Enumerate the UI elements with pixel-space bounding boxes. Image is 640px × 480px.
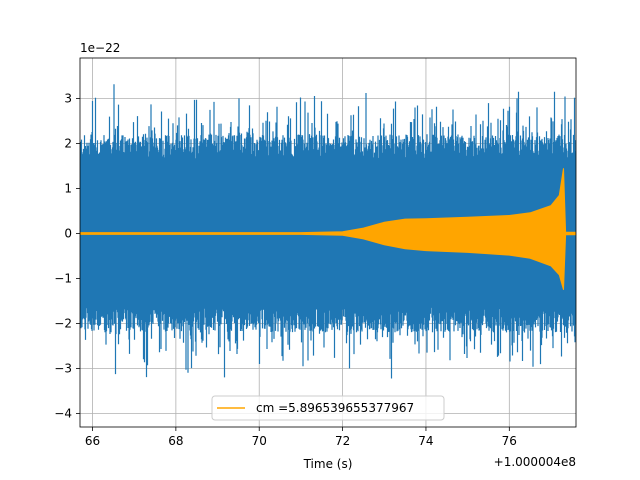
y-tick-label: −2 (54, 317, 72, 331)
y-tick-label: 2 (64, 137, 72, 151)
ticks: 66 68 70 72 74 76 −4 −3 −2 −1 0 1 2 3 (54, 92, 517, 449)
y-tick-label: −4 (54, 407, 72, 421)
x-tick-label: 68 (168, 434, 183, 448)
legend-box (211, 395, 445, 421)
y-tick-label: 0 (64, 227, 72, 241)
y-scale-label: 1e−22 (80, 41, 120, 55)
x-tick-label: 74 (418, 434, 433, 448)
chirp-series (80, 168, 576, 290)
x-tick-label: 66 (85, 434, 100, 448)
y-tick-label: 1 (64, 182, 72, 196)
plot-area (80, 84, 576, 379)
y-tick-label: −3 (54, 362, 72, 376)
x-offset-label: +1.000004e8 (494, 455, 576, 469)
x-tick-label: 76 (502, 434, 517, 448)
y-tick-label: 3 (64, 92, 72, 106)
legend-label-chirp: cm =5.896539655377967 (256, 401, 414, 415)
x-tick-label: 70 (252, 434, 267, 448)
axes-frame (79, 57, 577, 428)
x-axis-label: Time (s) (303, 457, 353, 471)
x-tick-label: 72 (335, 434, 350, 448)
y-tick-label: −1 (54, 272, 72, 286)
legend: cm =5.896539655377967 (211, 395, 445, 421)
